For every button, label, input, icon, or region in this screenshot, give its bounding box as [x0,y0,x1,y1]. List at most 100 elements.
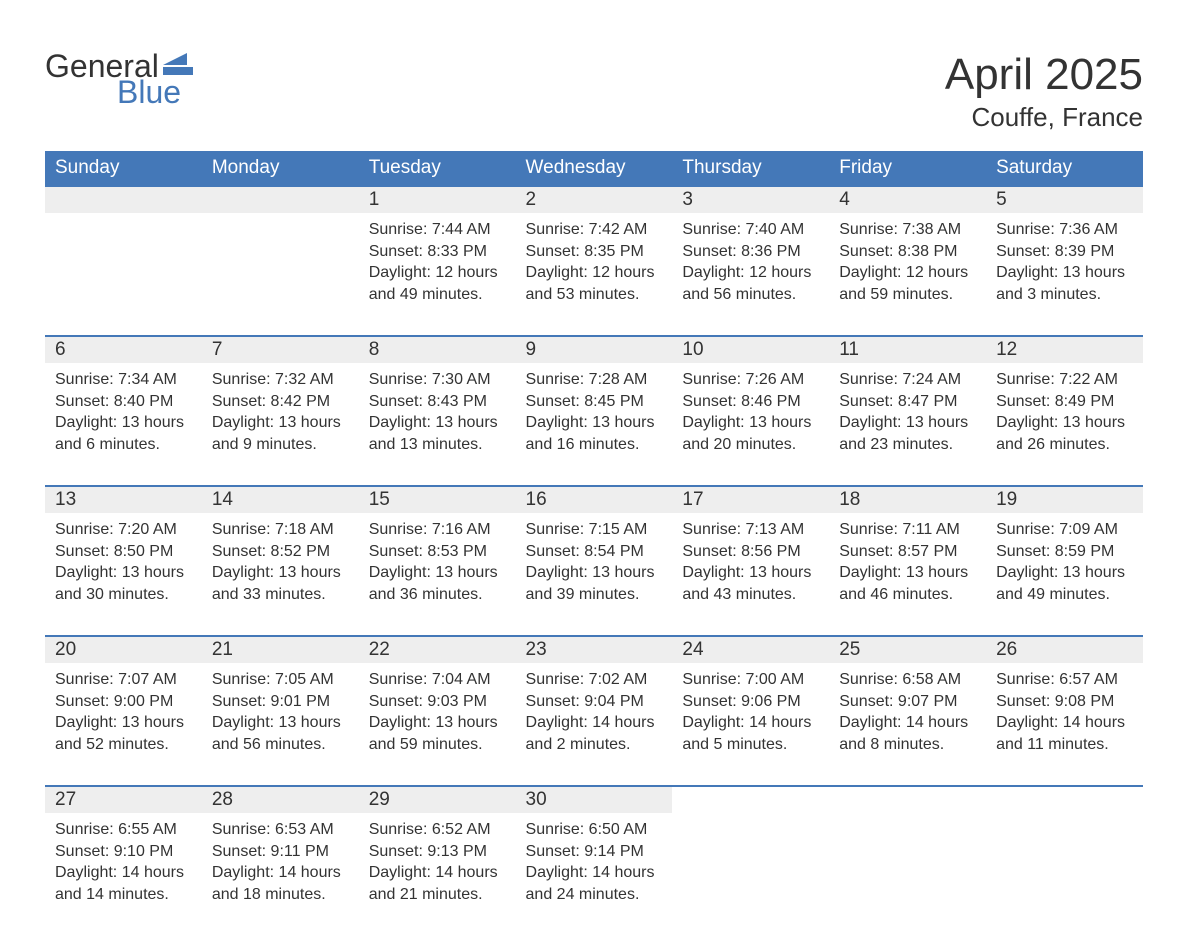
daylight-text-line2: and 30 minutes. [55,584,192,606]
day-cell: 7Sunrise: 7:32 AMSunset: 8:42 PMDaylight… [202,336,359,486]
sunrise-text: Sunrise: 7:04 AM [369,669,506,691]
sunrise-text: Sunrise: 7:07 AM [55,669,192,691]
document-header: General Blue April 2025 Couffe, France [45,50,1143,133]
day-cell: 20Sunrise: 7:07 AMSunset: 9:00 PMDayligh… [45,636,202,786]
daylight-text-line1: Daylight: 14 hours [682,712,819,734]
sunrise-text: Sunrise: 6:58 AM [839,669,976,691]
daylight-text-line2: and 59 minutes. [839,284,976,306]
day-cell: 19Sunrise: 7:09 AMSunset: 8:59 PMDayligh… [986,486,1143,636]
daylight-text-line2: and 26 minutes. [996,434,1133,456]
day-body: Sunrise: 7:30 AMSunset: 8:43 PMDaylight:… [359,363,516,463]
day-number: 4 [829,187,986,213]
day-body: Sunrise: 7:36 AMSunset: 8:39 PMDaylight:… [986,213,1143,313]
daylight-text-line1: Daylight: 12 hours [526,262,663,284]
day-number: 7 [202,337,359,363]
day-body: Sunrise: 7:18 AMSunset: 8:52 PMDaylight:… [202,513,359,613]
week-row: 1Sunrise: 7:44 AMSunset: 8:33 PMDaylight… [45,186,1143,336]
daylight-text-line2: and 23 minutes. [839,434,976,456]
daylight-text-line2: and 20 minutes. [682,434,819,456]
day-cell: 9Sunrise: 7:28 AMSunset: 8:45 PMDaylight… [516,336,673,486]
sunset-text: Sunset: 9:03 PM [369,691,506,713]
daylight-text-line2: and 43 minutes. [682,584,819,606]
sunrise-text: Sunrise: 7:13 AM [682,519,819,541]
day-number: 6 [45,337,202,363]
daylight-text-line2: and 3 minutes. [996,284,1133,306]
sunset-text: Sunset: 8:50 PM [55,541,192,563]
day-body: Sunrise: 7:24 AMSunset: 8:47 PMDaylight:… [829,363,986,463]
day-cell: 8Sunrise: 7:30 AMSunset: 8:43 PMDaylight… [359,336,516,486]
day-cell: 11Sunrise: 7:24 AMSunset: 8:47 PMDayligh… [829,336,986,486]
weekday-header: Thursday [672,151,829,186]
sunset-text: Sunset: 8:43 PM [369,391,506,413]
day-cell: 6Sunrise: 7:34 AMSunset: 8:40 PMDaylight… [45,336,202,486]
day-cell: 29Sunrise: 6:52 AMSunset: 9:13 PMDayligh… [359,786,516,936]
weekday-header: Monday [202,151,359,186]
daylight-text-line1: Daylight: 13 hours [55,712,192,734]
day-number: 23 [516,637,673,663]
day-cell [202,186,359,336]
day-number: 26 [986,637,1143,663]
sunrise-text: Sunrise: 7:09 AM [996,519,1133,541]
daylight-text-line2: and 59 minutes. [369,734,506,756]
sunrise-text: Sunrise: 6:50 AM [526,819,663,841]
sunset-text: Sunset: 8:49 PM [996,391,1133,413]
day-body: Sunrise: 6:53 AMSunset: 9:11 PMDaylight:… [202,813,359,913]
sunrise-text: Sunrise: 7:26 AM [682,369,819,391]
daylight-text-line2: and 11 minutes. [996,734,1133,756]
day-number: 9 [516,337,673,363]
day-body: Sunrise: 7:16 AMSunset: 8:53 PMDaylight:… [359,513,516,613]
daylight-text-line2: and 2 minutes. [526,734,663,756]
day-body: Sunrise: 7:26 AMSunset: 8:46 PMDaylight:… [672,363,829,463]
day-number: 27 [45,787,202,813]
daylight-text-line1: Daylight: 14 hours [369,862,506,884]
sunrise-text: Sunrise: 7:20 AM [55,519,192,541]
sunset-text: Sunset: 9:00 PM [55,691,192,713]
daylight-text-line1: Daylight: 14 hours [55,862,192,884]
day-body: Sunrise: 6:52 AMSunset: 9:13 PMDaylight:… [359,813,516,913]
sunrise-text: Sunrise: 6:57 AM [996,669,1133,691]
sunset-text: Sunset: 8:46 PM [682,391,819,413]
day-number: 8 [359,337,516,363]
daylight-text-line2: and 36 minutes. [369,584,506,606]
sunset-text: Sunset: 8:52 PM [212,541,349,563]
sunset-text: Sunset: 8:38 PM [839,241,976,263]
sunrise-text: Sunrise: 7:11 AM [839,519,976,541]
day-number: 2 [516,187,673,213]
day-number: 10 [672,337,829,363]
daylight-text-line2: and 52 minutes. [55,734,192,756]
day-body: Sunrise: 7:42 AMSunset: 8:35 PMDaylight:… [516,213,673,313]
empty-day-strip [202,187,359,213]
day-number: 5 [986,187,1143,213]
weekday-header: Tuesday [359,151,516,186]
day-cell: 10Sunrise: 7:26 AMSunset: 8:46 PMDayligh… [672,336,829,486]
sunrise-text: Sunrise: 7:38 AM [839,219,976,241]
sunset-text: Sunset: 8:35 PM [526,241,663,263]
day-cell: 24Sunrise: 7:00 AMSunset: 9:06 PMDayligh… [672,636,829,786]
title-block: April 2025 Couffe, France [945,50,1143,133]
day-body: Sunrise: 7:40 AMSunset: 8:36 PMDaylight:… [672,213,829,313]
sunset-text: Sunset: 8:45 PM [526,391,663,413]
day-number: 11 [829,337,986,363]
daylight-text-line1: Daylight: 13 hours [996,412,1133,434]
daylight-text-line2: and 49 minutes. [369,284,506,306]
day-body: Sunrise: 7:22 AMSunset: 8:49 PMDaylight:… [986,363,1143,463]
day-cell: 4Sunrise: 7:38 AMSunset: 8:38 PMDaylight… [829,186,986,336]
day-cell: 27Sunrise: 6:55 AMSunset: 9:10 PMDayligh… [45,786,202,936]
day-body: Sunrise: 6:50 AMSunset: 9:14 PMDaylight:… [516,813,673,913]
day-number: 14 [202,487,359,513]
day-cell [829,786,986,936]
daylight-text-line2: and 39 minutes. [526,584,663,606]
sunset-text: Sunset: 9:13 PM [369,841,506,863]
weekday-header: Friday [829,151,986,186]
daylight-text-line1: Daylight: 14 hours [996,712,1133,734]
day-number: 16 [516,487,673,513]
sunrise-text: Sunrise: 7:42 AM [526,219,663,241]
daylight-text-line2: and 33 minutes. [212,584,349,606]
weekday-header: Wednesday [516,151,673,186]
daylight-text-line2: and 46 minutes. [839,584,976,606]
day-cell: 26Sunrise: 6:57 AMSunset: 9:08 PMDayligh… [986,636,1143,786]
day-number: 18 [829,487,986,513]
day-cell: 25Sunrise: 6:58 AMSunset: 9:07 PMDayligh… [829,636,986,786]
daylight-text-line1: Daylight: 12 hours [682,262,819,284]
sunset-text: Sunset: 8:54 PM [526,541,663,563]
